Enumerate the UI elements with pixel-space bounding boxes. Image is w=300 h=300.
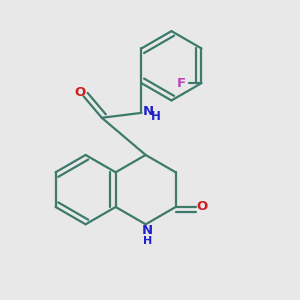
Text: H: H bbox=[152, 110, 161, 123]
Text: O: O bbox=[74, 86, 85, 99]
Text: O: O bbox=[196, 200, 208, 214]
Text: N: N bbox=[143, 105, 154, 118]
Text: H: H bbox=[143, 236, 152, 246]
Text: N: N bbox=[142, 224, 153, 237]
Text: F: F bbox=[177, 76, 186, 90]
